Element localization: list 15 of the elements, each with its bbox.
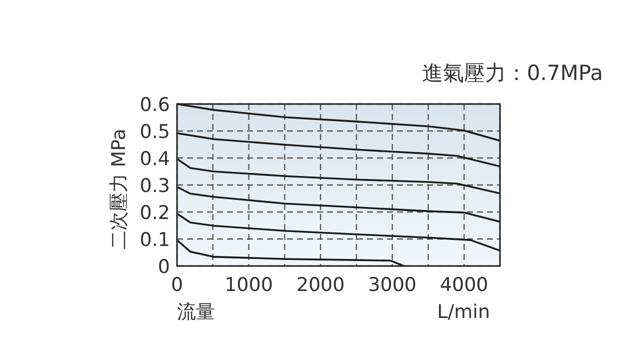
x-tick-label: 4000 (440, 274, 488, 296)
x-tick-label: 3000 (368, 274, 417, 296)
y-axis-title: 二次壓力 MPa (108, 128, 130, 250)
y-tick-label: 0.2 (140, 202, 170, 224)
y-tick-label: 0.6 (140, 94, 170, 116)
x-tick-label: 2000 (296, 274, 345, 296)
text: 流量 L/min (177, 301, 490, 323)
y-tick-label: 0.3 (140, 175, 170, 197)
y-tick-label: 0.1 (140, 229, 170, 251)
chart-title: 進氣壓力：0.7MPa (422, 61, 603, 85)
x-tick-label: 1000 (224, 274, 273, 296)
y-tick-label: 0.4 (140, 148, 170, 170)
y-tick-label: 0.5 (140, 121, 170, 143)
y-tick-label: 0 (158, 256, 170, 278)
x-tick-label: 0 (170, 274, 184, 296)
